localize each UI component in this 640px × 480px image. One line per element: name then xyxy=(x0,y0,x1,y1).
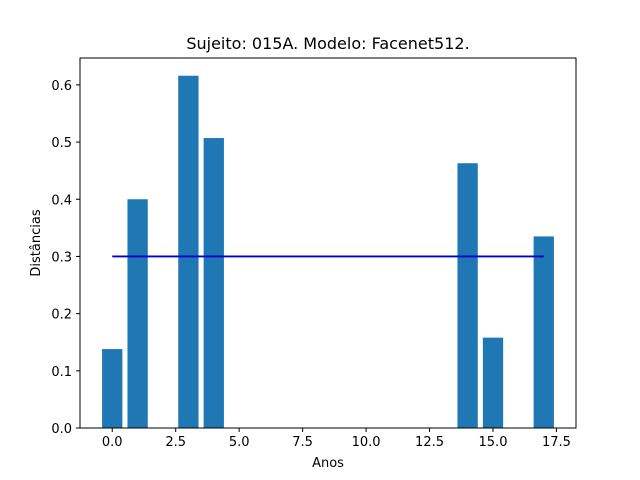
x-tick-label: 12.5 xyxy=(415,435,444,450)
bar-5 xyxy=(482,337,504,428)
bar-4 xyxy=(457,163,478,428)
x-tick-label: 0.0 xyxy=(102,435,123,450)
y-tick-label: 0.2 xyxy=(51,308,72,323)
y-tick-label: 0.5 xyxy=(51,136,72,151)
y-tick-label: 0.1 xyxy=(51,365,72,380)
y-tick-label: 0.4 xyxy=(51,193,72,208)
plot-frame xyxy=(79,57,577,429)
bar-0 xyxy=(102,349,123,428)
x-tick-label: 10.0 xyxy=(352,435,381,450)
bar-3 xyxy=(203,138,224,428)
y-ticks-group: 0.0 0.1 0.2 0.3 0.4 0.5 0.6 xyxy=(51,79,80,437)
y-axis-label: Distâncias xyxy=(29,209,44,276)
x-tick-label: 7.5 xyxy=(292,435,313,450)
bars-group xyxy=(102,75,554,429)
x-tick-label: 15.0 xyxy=(479,435,508,450)
bar-6 xyxy=(533,236,554,428)
bar-1 xyxy=(127,199,148,428)
x-tick-label: 2.5 xyxy=(165,435,186,450)
chart-title: Sujeito: 015A. Modelo: Facenet512. xyxy=(186,34,469,53)
x-axis-label: Anos xyxy=(312,456,344,471)
x-tick-label: 5.0 xyxy=(229,435,250,450)
y-tick-label: 0.3 xyxy=(51,250,72,265)
bar-2 xyxy=(178,75,199,429)
y-tick-label: 0.6 xyxy=(51,79,72,94)
y-tick-label: 0.0 xyxy=(51,422,72,437)
x-tick-label: 17.5 xyxy=(542,435,571,450)
x-ticks-group: 0.0 2.5 5.0 7.5 10.0 12.5 15.0 17.5 xyxy=(102,428,571,450)
